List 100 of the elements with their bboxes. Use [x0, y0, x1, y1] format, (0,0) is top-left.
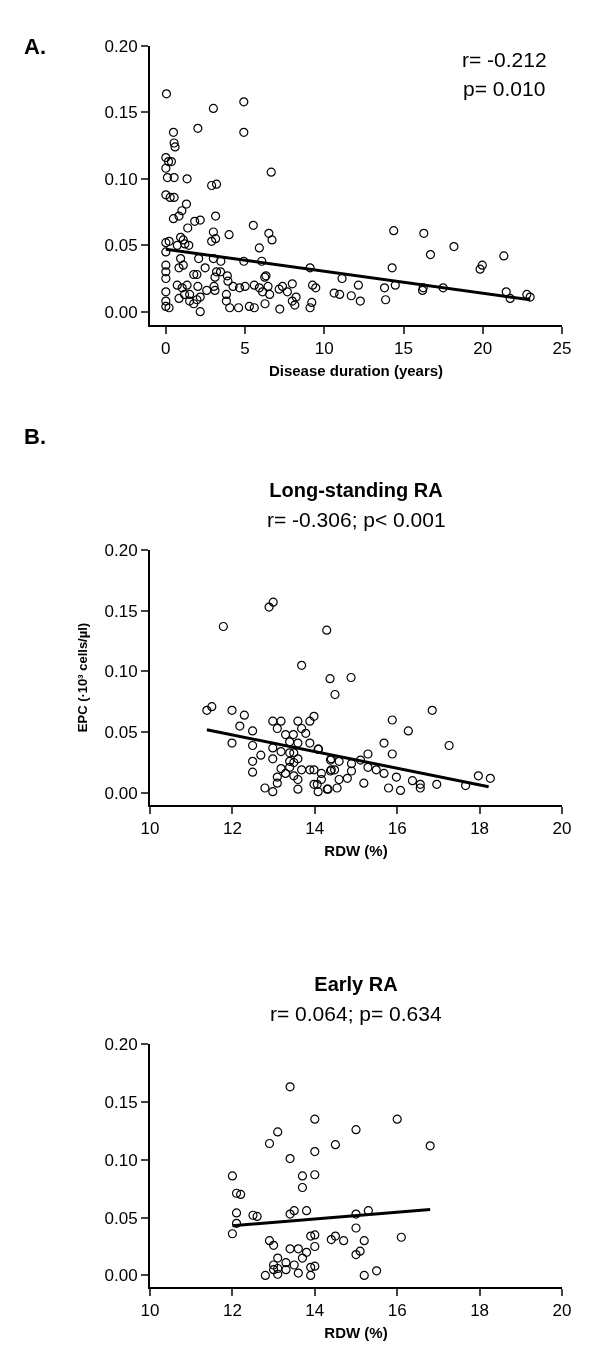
point: [297, 1171, 308, 1181]
chart-subtitle: r= 0.064; p= 0.634: [270, 1002, 442, 1025]
point: [359, 1236, 369, 1246]
x-tick-label: 20: [552, 819, 572, 839]
point: [273, 1127, 283, 1137]
point: [231, 1208, 242, 1218]
y-tick-label: 0.00: [104, 1266, 138, 1286]
y-axis-title: EPC (·10³ cells/µl): [74, 622, 90, 733]
point: [330, 1140, 340, 1150]
y-tick-label: 0.15: [104, 103, 138, 123]
x-tick-label: 12: [222, 819, 242, 839]
x-tick-label: 10: [140, 819, 160, 839]
text: A.: [24, 34, 46, 59]
point: [289, 1260, 299, 1270]
y-tick-label: 0.10: [104, 662, 138, 682]
point: [306, 1270, 316, 1281]
point: [339, 1236, 349, 1246]
x-tick-label: 16: [387, 1301, 407, 1321]
point: [281, 1258, 291, 1268]
point: [293, 1268, 303, 1278]
point: [351, 1223, 361, 1233]
x-axis-title: RDW (%): [324, 1323, 388, 1341]
x-tick-label: 18: [470, 1301, 490, 1321]
point: [285, 1244, 295, 1254]
x-tick-label: 10: [314, 339, 334, 359]
y-tick-label: 0.15: [104, 601, 138, 621]
point: [231, 1218, 242, 1228]
y-tick-label: 0.20: [104, 36, 138, 56]
point: [351, 1209, 361, 1219]
point: [392, 1114, 402, 1124]
point: [273, 1253, 283, 1263]
point: [227, 1229, 237, 1239]
point: [359, 1270, 369, 1281]
x-tick-label: 20: [552, 1301, 572, 1321]
point: [285, 1082, 295, 1092]
point: [310, 1241, 320, 1252]
point: [310, 1114, 320, 1124]
point: [293, 1244, 303, 1254]
y-tick-label: 0.10: [104, 169, 138, 189]
text: B.: [24, 424, 46, 449]
point: [310, 1147, 320, 1157]
y-tick-label: 0.05: [104, 1208, 138, 1228]
point: [269, 1265, 279, 1275]
point: [301, 1247, 312, 1257]
y-tick-label: 0.15: [104, 1092, 138, 1112]
annotation: p= 0.010: [463, 77, 546, 100]
x-tick-label: 14: [305, 819, 325, 839]
point: [297, 1182, 308, 1193]
point: [260, 1270, 270, 1281]
y-tick-label: 0.10: [104, 1150, 138, 1170]
x-tick-label: 14: [305, 1301, 325, 1321]
point: [273, 1269, 283, 1279]
point: [351, 1250, 361, 1260]
y-tick-label: 0.20: [104, 1034, 138, 1054]
point: [306, 1262, 316, 1272]
point: [326, 1234, 336, 1245]
x-tick-label: 18: [470, 819, 490, 839]
point: [252, 1211, 262, 1222]
y-tick-label: 0.05: [104, 236, 138, 256]
x-tick-label: 12: [222, 1301, 242, 1321]
annotation: r= -0.212: [462, 48, 547, 71]
x-tick-label: 10: [140, 1301, 160, 1321]
point: [273, 1263, 283, 1274]
x-tick-label: 15: [394, 339, 413, 359]
point: [425, 1141, 435, 1151]
point: [285, 1209, 295, 1219]
point: [281, 1265, 291, 1275]
point: [285, 1153, 295, 1164]
point: [310, 1170, 320, 1180]
point: [297, 1253, 308, 1263]
y-tick-label: 0.00: [104, 302, 138, 322]
point: [396, 1232, 406, 1242]
x-tick-label: 0: [161, 339, 171, 359]
point: [330, 1231, 340, 1241]
y-tick-label: 0.05: [104, 723, 138, 743]
point: [231, 1188, 242, 1198]
y-tick-label: 0.20: [104, 540, 138, 560]
point: [248, 1210, 258, 1220]
chart-subtitle: r= -0.306; p< 0.001: [267, 508, 446, 531]
point: [351, 1125, 361, 1135]
x-tick-label: 16: [387, 819, 407, 839]
chart-title: Early RA: [314, 973, 398, 995]
point: [227, 1171, 237, 1181]
x-tick-label: 20: [473, 339, 493, 359]
y-tick-label: 0.00: [104, 783, 138, 803]
point: [264, 1138, 275, 1149]
point: [236, 1189, 246, 1200]
x-axis-title: RDW (%): [324, 841, 388, 859]
point: [264, 1236, 275, 1246]
point: [289, 1206, 299, 1216]
x-tick-label: 25: [552, 339, 572, 359]
point: [301, 1206, 312, 1216]
point: [306, 1231, 316, 1241]
chart-title: Long-standing RA: [269, 479, 443, 501]
point: [372, 1266, 382, 1276]
point: [310, 1261, 320, 1271]
point: [269, 1260, 279, 1270]
point: [355, 1246, 365, 1256]
point: [310, 1230, 320, 1240]
x-tick-label: 5: [240, 339, 250, 359]
